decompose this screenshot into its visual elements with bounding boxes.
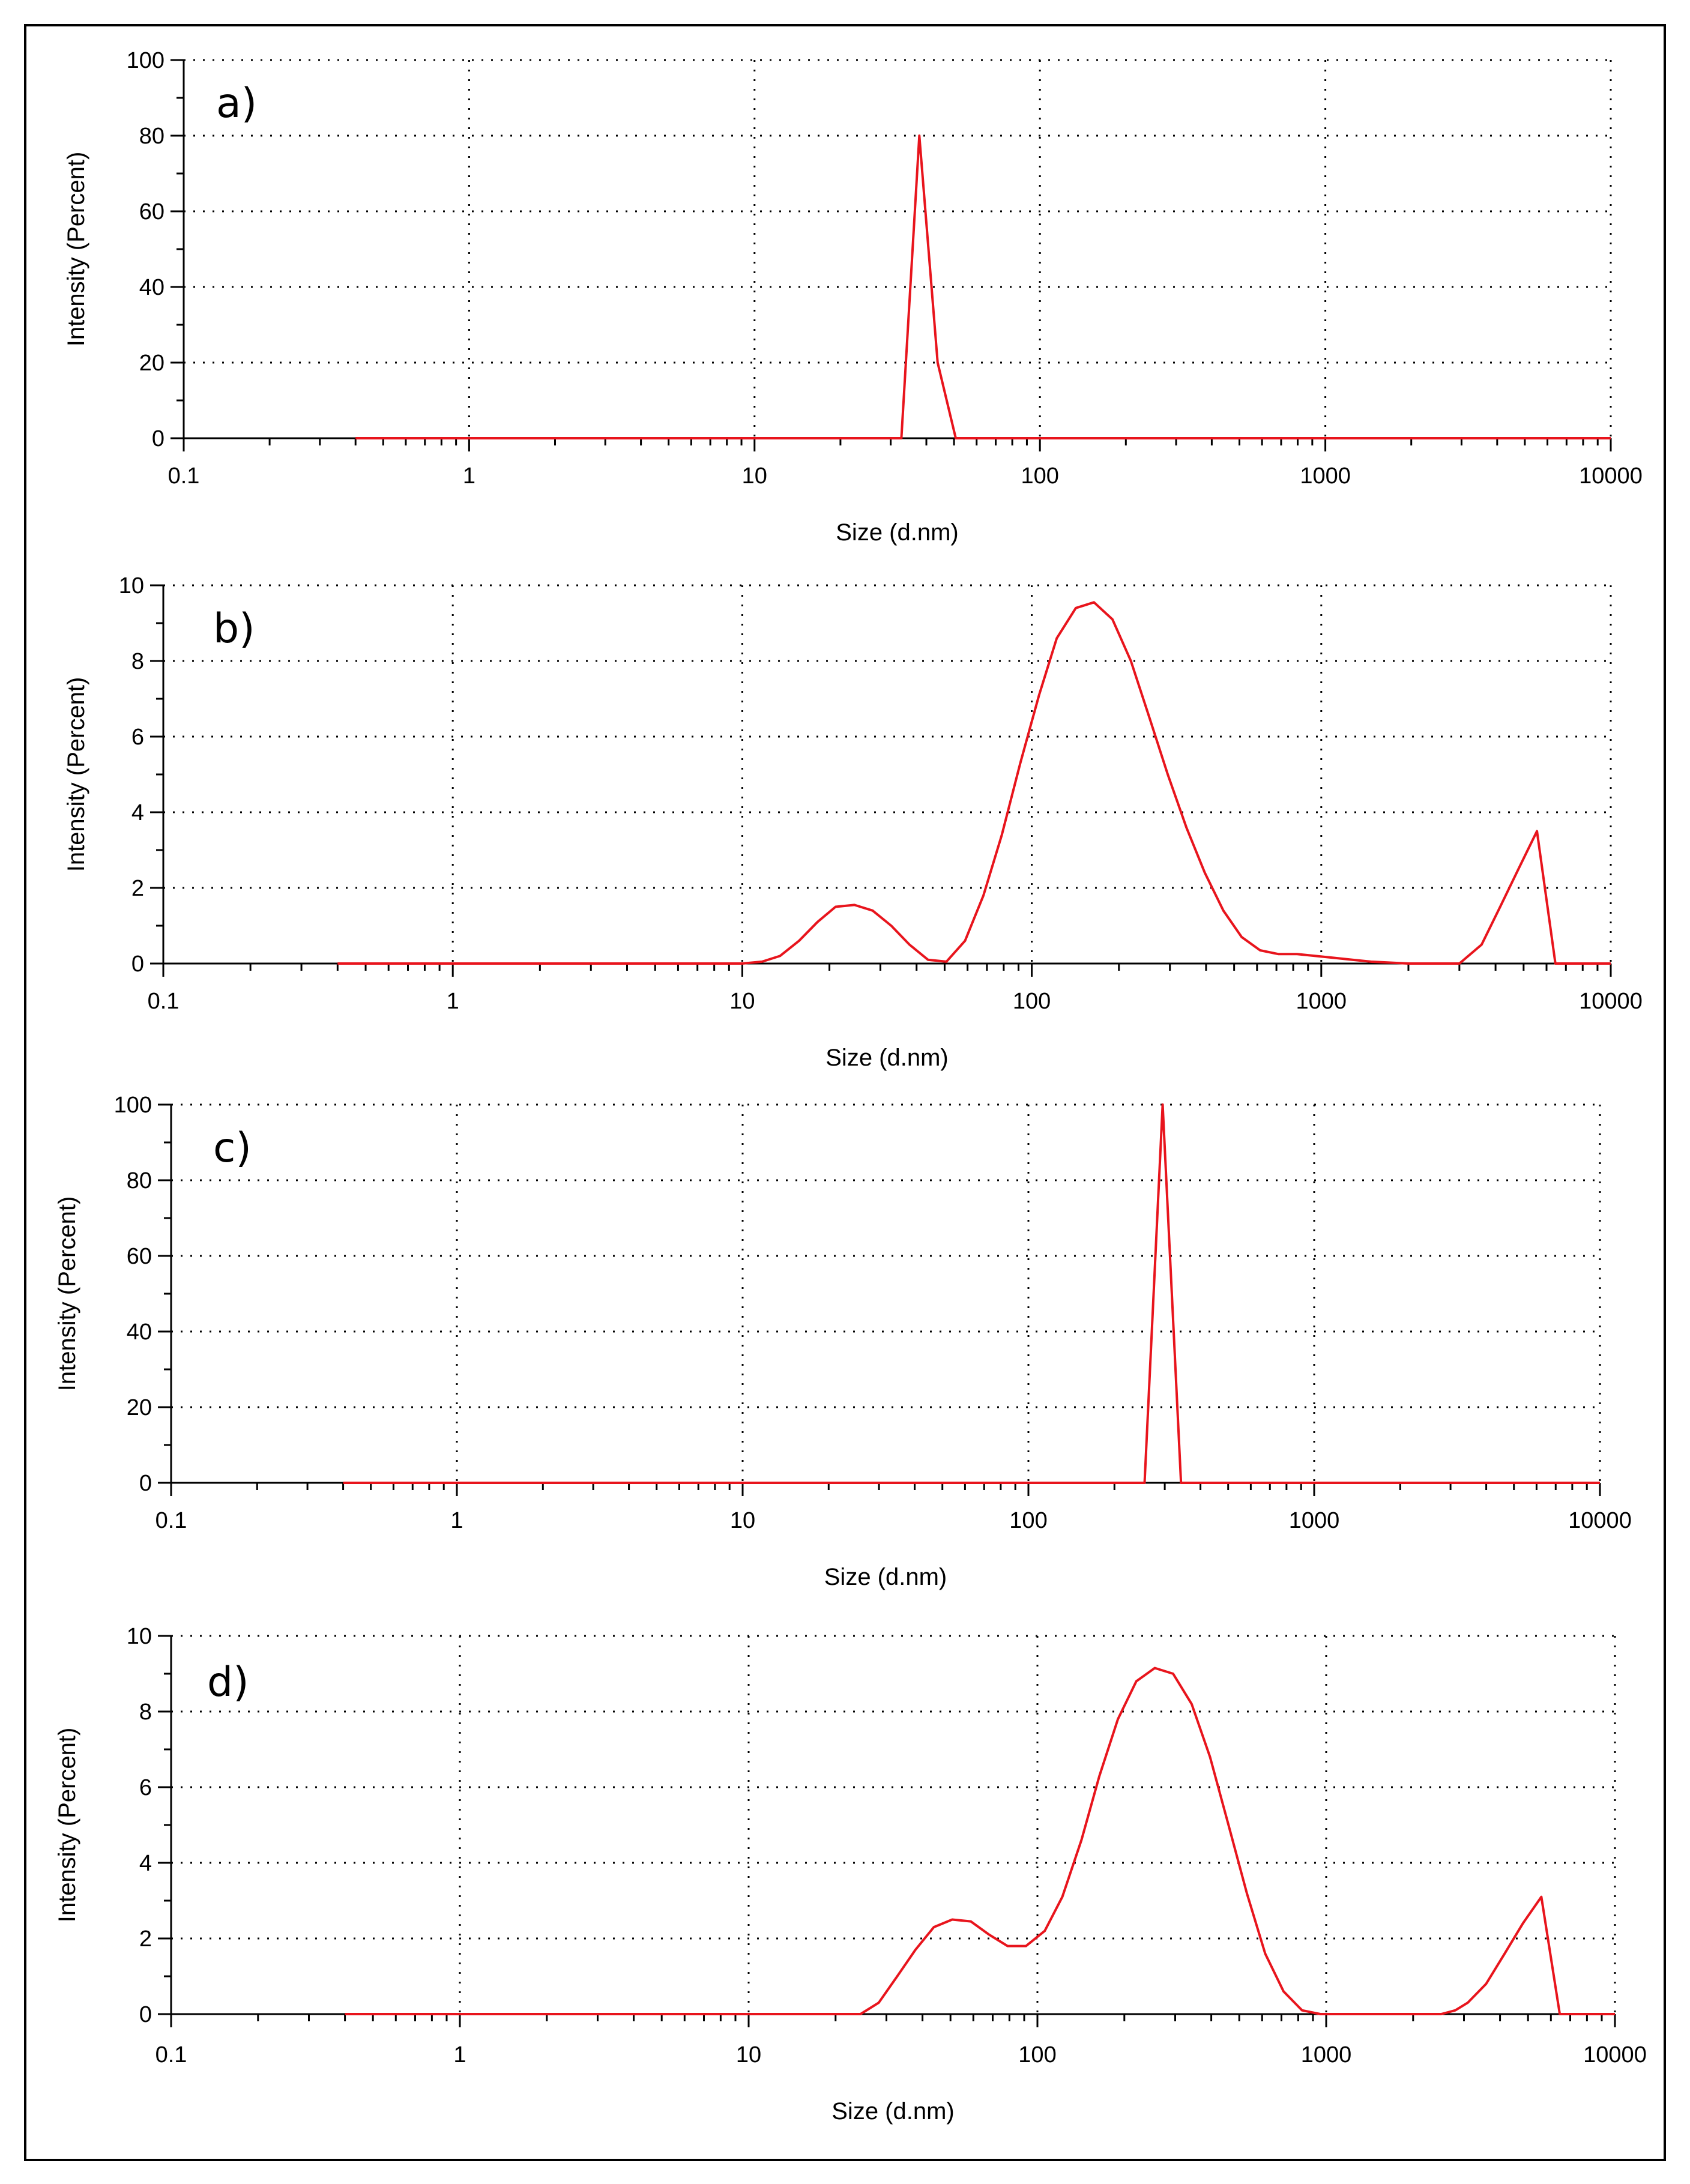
panel-label: a)	[216, 80, 257, 127]
x-tick-label: 1	[463, 463, 475, 489]
x-tick-label: 0.1	[148, 989, 180, 1014]
y-tick-label: 40	[139, 275, 164, 300]
x-tick-label: 10000	[1568, 1508, 1632, 1533]
y-tick-label: 0	[131, 952, 144, 977]
y-tick-label: 8	[139, 1700, 152, 1725]
x-tick-label: 1000	[1300, 463, 1351, 489]
x-tick-label: 10	[742, 463, 767, 489]
y-tick-label: 6	[131, 725, 144, 750]
x-tick-label: 100	[1018, 2042, 1056, 2068]
y-tick-label: 100	[127, 48, 164, 73]
x-tick-label: 1000	[1296, 989, 1347, 1014]
x-tick-label: 10	[729, 989, 755, 1014]
y-tick-label: 0	[139, 2002, 152, 2027]
series-line	[355, 134, 1611, 439]
x-tick-label: 1	[447, 989, 459, 1014]
x-tick-label: 10000	[1579, 463, 1643, 489]
series-line	[337, 601, 1611, 965]
x-tick-label: 10000	[1579, 989, 1643, 1014]
y-tick-label: 80	[127, 1168, 152, 1193]
chart-panel-d: 0 2 4 6 8 10 0.1 1 10 100 1000 10000 Size (d.nm) Inte…	[54, 1624, 1647, 2125]
y-tick-label: 6	[139, 1775, 152, 1800]
x-tick-label: 10	[730, 1508, 755, 1533]
y-tick-label: 100	[114, 1093, 152, 1118]
y-tick-label: 60	[127, 1244, 152, 1269]
chart-panel-a: 0 20 40 60 80 100 0.1 1 10 100 1000 10000 Size (d.nm…	[63, 48, 1643, 546]
x-tick-label: 10	[736, 2042, 761, 2068]
y-tick-label: 10	[119, 573, 144, 599]
x-tick-label: 10000	[1583, 2042, 1647, 2068]
series-line	[343, 1103, 1600, 1484]
x-axis-title: Size (d.nm)	[836, 519, 959, 546]
y-tick-label: 2	[139, 1926, 152, 1952]
y-tick-label: 10	[127, 1624, 152, 1649]
x-tick-label: 1	[453, 2042, 466, 2068]
x-axis-title: Size (d.nm)	[824, 1564, 947, 1590]
y-tick-label: 20	[127, 1395, 152, 1420]
y-axis-title: Intensity (Percent)	[63, 677, 89, 872]
y-tick-label: 60	[139, 199, 164, 225]
panel-label: c)	[213, 1124, 252, 1172]
x-tick-label: 1	[450, 1508, 463, 1533]
y-tick-label: 40	[127, 1320, 152, 1345]
y-tick-label: 0	[139, 1471, 152, 1496]
y-tick-label: 4	[131, 800, 144, 825]
x-tick-label: 0.1	[155, 2042, 187, 2068]
x-axis-title: Size (d.nm)	[831, 2098, 955, 2125]
panel-label: d)	[207, 1659, 249, 1706]
series-line	[345, 1667, 1615, 2015]
y-tick-label: 2	[131, 876, 144, 901]
chart-panel-c: 0 20 40 60 80 100 0.1 1 10 100 1000 10000 Size (d.nm…	[54, 1093, 1632, 1590]
y-axis-title: Intensity (Percent)	[54, 1196, 80, 1392]
y-tick-label: 4	[139, 1851, 152, 1876]
x-tick-label: 100	[1021, 463, 1058, 489]
y-tick-label: 0	[152, 426, 164, 451]
y-axis-title: Intensity (Percent)	[63, 152, 89, 347]
x-tick-label: 1000	[1289, 1508, 1340, 1533]
chart-panel-b: 0 2 4 6 8 10 0.1 1 10 100 1000 10000 Size (d.nm) Inte…	[63, 573, 1643, 1071]
x-axis-title: Size (d.nm)	[825, 1045, 949, 1071]
x-tick-label: 0.1	[155, 1508, 187, 1533]
x-tick-label: 0.1	[168, 463, 200, 489]
panel-label: b)	[213, 605, 255, 653]
y-tick-label: 8	[131, 649, 144, 674]
x-tick-label: 100	[1009, 1508, 1047, 1533]
y-tick-label: 20	[139, 351, 164, 376]
y-axis-title: Intensity (Percent)	[54, 1728, 80, 1923]
y-tick-label: 80	[139, 124, 164, 149]
x-tick-label: 1000	[1301, 2042, 1352, 2068]
figure-frame	[24, 24, 1666, 2161]
x-tick-label: 100	[1013, 989, 1051, 1014]
